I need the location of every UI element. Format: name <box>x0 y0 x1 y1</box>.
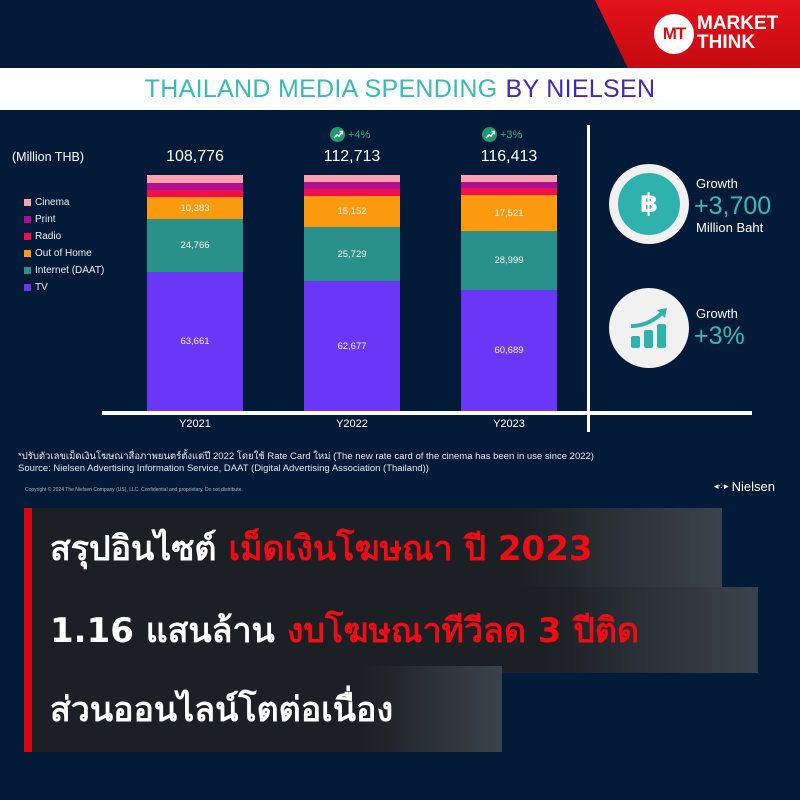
legend-item-radio: Radio <box>24 228 104 245</box>
seg-radio <box>461 188 557 195</box>
brand-line2: THINK <box>697 32 756 53</box>
headline-white: สรุปอินไซต์ <box>50 528 217 569</box>
seg-ooh: 17,521 <box>461 195 557 231</box>
x-axis-line <box>102 411 752 415</box>
brand-tab <box>595 0 800 68</box>
headline-line-1: สรุปอินไซต์ เม็ดเงินโฆษณา ปี 2023 <box>32 508 722 587</box>
seg-ooh: 10,383 <box>147 197 243 219</box>
legend-label: Internet (DAAT) <box>35 265 105 276</box>
headline-line-3: ส่วนออนไลน์โตต่อเนื่อง <box>32 666 502 752</box>
growth-badge-2023: +3% <box>482 127 522 142</box>
seg-tv: 60,689 <box>461 290 557 411</box>
legend-label: Radio <box>35 231 62 242</box>
x-label-2022: Y2022 <box>336 418 368 430</box>
kpi-growth-label: Growth <box>696 176 738 191</box>
growth-chart-icon <box>609 288 689 368</box>
trend-up-icon <box>330 127 345 142</box>
title-part1: THAILAND MEDIA SPENDING <box>144 74 498 103</box>
unit-label: (Million THB) <box>12 150 84 164</box>
legend-label: Cinema <box>35 197 70 208</box>
legend-item-tv: TV <box>24 279 104 296</box>
growth-badge-2022: +4% <box>330 127 370 142</box>
swatch-icon <box>24 250 31 257</box>
chart-legend: Cinema Print Radio Out of Home Internet … <box>24 194 104 296</box>
legend-label: Out of Home <box>35 248 92 259</box>
x-label-2021: Y2021 <box>179 418 211 430</box>
kpi-growth-pct-label: Growth <box>696 306 738 321</box>
swatch-icon <box>24 284 31 291</box>
seg-cinema <box>461 175 557 182</box>
brand-name: MARKET THINK <box>697 14 778 52</box>
source-note: Source: Nielsen Advertising Information … <box>18 463 429 474</box>
seg-internet: 25,729 <box>304 227 400 281</box>
kpi-growth-unit: Million Baht <box>696 220 764 235</box>
seg-print <box>147 183 243 190</box>
headline-white: 1.16 แสนล้าน <box>50 611 275 651</box>
headline-red: งบโฆษณาทีวีลด 3 ปีติด <box>286 611 640 651</box>
growth-value: +3% <box>500 128 523 141</box>
seg-internet: 28,999 <box>461 231 557 290</box>
bar-y2023: 17,521 28,999 60,689 <box>461 175 557 411</box>
legend-item-internet: Internet (DAAT) <box>24 262 104 279</box>
bar-y2022: 15,152 25,729 62,677 <box>304 175 400 411</box>
seg-cinema <box>304 175 400 182</box>
nielsen-logo: ◂⁘▸ Nielsen <box>714 479 775 494</box>
total-2021: 108,776 <box>166 148 224 165</box>
swatch-icon <box>24 199 31 206</box>
headline-white: ส่วนออนไลน์โตต่อเนื่อง <box>50 690 394 730</box>
legend-label: TV <box>35 282 48 293</box>
seg-radio <box>304 189 400 196</box>
copyright: Copyright © 2024 The Nielsen Company (US… <box>25 487 243 493</box>
legend-item-cinema: Cinema <box>24 194 104 211</box>
seg-cinema <box>147 175 243 183</box>
brand-line1: MARKET <box>697 13 779 34</box>
title-part2: BY NIELSEN <box>505 74 656 103</box>
seg-radio <box>147 190 243 197</box>
swatch-icon <box>24 233 31 240</box>
seg-internet: 24,766 <box>147 219 243 272</box>
trend-up-icon <box>482 127 497 142</box>
nielsen-wordmark: Nielsen <box>731 479 775 494</box>
seg-tv: 63,661 <box>147 272 243 411</box>
vertical-divider <box>587 125 590 432</box>
growth-value: +4% <box>348 128 371 141</box>
headline-accent-bar <box>24 508 32 752</box>
baht-coin-icon: ฿ <box>609 164 689 244</box>
market-think-logo-icon: MT <box>654 14 694 54</box>
legend-label: Print <box>35 214 56 225</box>
baht-glyph: ฿ <box>618 173 680 235</box>
total-2022: 112,713 <box>323 148 381 165</box>
headline-line-2: 1.16 แสนล้าน งบโฆษณาทีวีลด 3 ปีติด <box>32 587 758 673</box>
kpi-growth-value: +3,700 <box>694 192 772 220</box>
x-label-2023: Y2023 <box>493 418 525 430</box>
swatch-icon <box>24 216 31 223</box>
seg-print <box>304 182 400 189</box>
bar-y2021: 10,383 24,766 63,661 <box>147 175 243 411</box>
seg-tv: 62,677 <box>304 281 400 411</box>
headline-red: เม็ดเงินโฆษณา ปี 2023 <box>228 528 593 569</box>
seg-ooh: 15,152 <box>304 196 400 227</box>
seg-print <box>461 182 557 188</box>
kpi-growth-pct-value: +3% <box>694 322 745 350</box>
legend-item-ooh: Out of Home <box>24 245 104 262</box>
legend-item-print: Print <box>24 211 104 228</box>
swatch-icon <box>24 267 31 274</box>
nielsen-mark-icon: ◂⁘▸ <box>714 481 729 491</box>
cinema-footnote: *ปรับตัวเลขเม็ดเงินโฆษณาสื่อภาพยนตร์ตั้ง… <box>18 451 594 462</box>
total-2023: 116,413 <box>480 148 538 165</box>
chart-title: THAILAND MEDIA SPENDING BY NIELSEN <box>0 68 800 110</box>
